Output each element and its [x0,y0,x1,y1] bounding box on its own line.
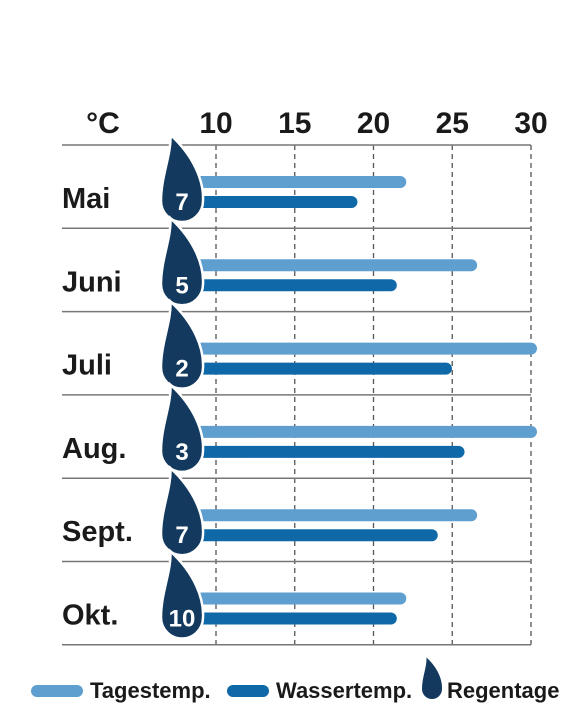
bars [184,176,537,625]
raindrop-icon [422,657,443,699]
month-label: Juni [62,266,122,298]
raindrop-icon [159,548,205,640]
raindrop-icon [159,131,205,224]
legend-label: Regentage [447,678,559,703]
month-row: Sept. 7 [62,465,205,557]
month-label: Juli [62,350,112,382]
grid-lines [62,144,532,646]
month-label: Okt. [62,600,118,632]
month-row: Juli 2 [62,298,205,390]
month-row: Juni 5 [62,215,205,307]
x-tick-label: 10 [199,107,232,140]
legend-regentage: Regentage [422,657,559,703]
raindrop-icon [159,381,205,474]
month-row: Okt. 10 [62,548,205,640]
month-rows: Mai 7 Juni 5 Juli 2 Aug. 3 Sept. 7 Okt. 10 [62,131,205,640]
legend: Tagestemp. Wassertemp. Regentage [31,657,559,703]
legend-label: Wassertemp. [276,678,412,703]
raindrop-icon [159,215,205,307]
raindrop-icon [159,465,205,557]
rain-days-label: 7 [175,522,188,549]
month-label: Sept. [62,516,133,548]
x-tick-label: 20 [357,107,390,140]
legend-label: Tagestemp. [90,678,211,703]
legend-wassertemp: Wassertemp. [227,678,412,703]
month-label: Mai [62,183,110,215]
rain-days-label: 5 [175,272,188,299]
x-tick-label: 25 [436,107,469,140]
x-tick-label: 15 [278,107,311,140]
legend-tagestemp: Tagestemp. [31,678,211,703]
rain-days-label: 2 [175,356,188,383]
month-label: Aug. [62,433,126,465]
rain-days-label: 7 [175,189,188,216]
axis-labels: °C 10 15 20 25 30 [86,107,548,140]
rain-days-label: 10 [169,606,196,633]
month-row: Mai 7 [62,131,205,224]
raindrop-icon [159,298,205,390]
unit-label: °C [86,107,120,140]
x-tick-label: 30 [514,107,547,140]
month-row: Aug. 3 [62,381,205,474]
rain-days-label: 3 [175,439,188,466]
